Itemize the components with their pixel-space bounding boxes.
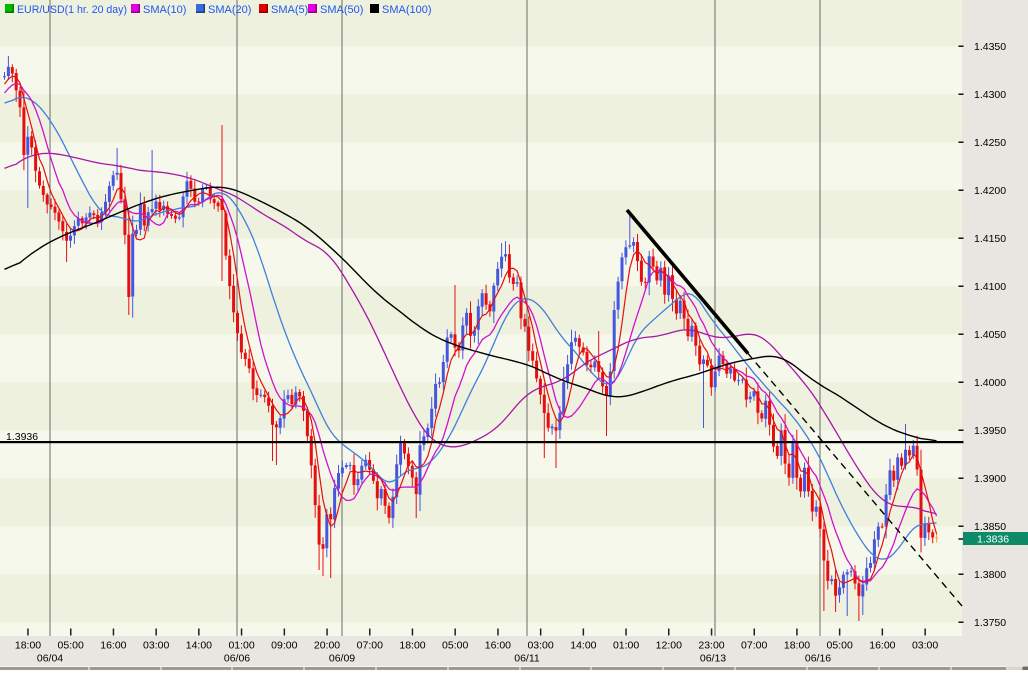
svg-text:1.4200: 1.4200 bbox=[974, 185, 1006, 197]
svg-text:1.3850: 1.3850 bbox=[974, 521, 1006, 533]
svg-text:1.4350: 1.4350 bbox=[974, 41, 1006, 53]
svg-text:07:00: 07:00 bbox=[357, 640, 383, 652]
svg-text:1.3836: 1.3836 bbox=[977, 534, 1009, 546]
svg-text:06/11: 06/11 bbox=[514, 653, 540, 665]
svg-text:05:00: 05:00 bbox=[442, 640, 468, 652]
svg-text:SMA(100): SMA(100) bbox=[382, 4, 432, 16]
svg-text:06/09: 06/09 bbox=[329, 653, 355, 665]
svg-text:03:00: 03:00 bbox=[912, 640, 938, 652]
svg-text:1.3900: 1.3900 bbox=[974, 473, 1006, 485]
svg-text:SMA(50): SMA(50) bbox=[320, 4, 363, 16]
svg-text:06/13: 06/13 bbox=[700, 653, 726, 665]
svg-text:EUR/USD(1 hr. 20 day): EUR/USD(1 hr. 20 day) bbox=[17, 4, 127, 16]
svg-text:01:00: 01:00 bbox=[228, 640, 254, 652]
svg-text:14:00: 14:00 bbox=[570, 640, 596, 652]
svg-text:1.3936: 1.3936 bbox=[6, 431, 38, 443]
svg-text:1.3950: 1.3950 bbox=[974, 425, 1006, 437]
svg-text:1.4300: 1.4300 bbox=[974, 89, 1006, 101]
svg-text:23:00: 23:00 bbox=[698, 640, 724, 652]
svg-text:1.4150: 1.4150 bbox=[974, 233, 1006, 245]
svg-text:06/16: 06/16 bbox=[805, 653, 831, 665]
svg-text:06/04: 06/04 bbox=[37, 653, 63, 665]
svg-text:1.4000: 1.4000 bbox=[974, 377, 1006, 389]
svg-text:01:00: 01:00 bbox=[613, 640, 639, 652]
svg-text:14:00: 14:00 bbox=[186, 640, 212, 652]
svg-text:03:00: 03:00 bbox=[143, 640, 169, 652]
svg-text:06/06: 06/06 bbox=[224, 653, 250, 665]
svg-text:1.4050: 1.4050 bbox=[974, 329, 1006, 341]
svg-text:16:00: 16:00 bbox=[100, 640, 126, 652]
svg-text:1.3800: 1.3800 bbox=[974, 569, 1006, 581]
svg-text:18:00: 18:00 bbox=[784, 640, 810, 652]
svg-text:18:00: 18:00 bbox=[15, 640, 41, 652]
svg-text:12:00: 12:00 bbox=[656, 640, 682, 652]
svg-text:1.4100: 1.4100 bbox=[974, 281, 1006, 293]
svg-text:05:00: 05:00 bbox=[58, 640, 84, 652]
svg-text:SMA(5): SMA(5) bbox=[271, 4, 308, 16]
svg-text:SMA(20): SMA(20) bbox=[208, 4, 251, 16]
svg-text:1.4250: 1.4250 bbox=[974, 137, 1006, 149]
svg-text:20:00: 20:00 bbox=[314, 640, 340, 652]
svg-text:03:00: 03:00 bbox=[527, 640, 553, 652]
svg-text:05:00: 05:00 bbox=[827, 640, 853, 652]
svg-text:09:00: 09:00 bbox=[271, 640, 297, 652]
svg-text:07:00: 07:00 bbox=[741, 640, 767, 652]
svg-text:SMA(10): SMA(10) bbox=[143, 4, 186, 16]
svg-text:18:00: 18:00 bbox=[399, 640, 425, 652]
svg-text:16:00: 16:00 bbox=[869, 640, 895, 652]
svg-text:1.3750: 1.3750 bbox=[974, 617, 1006, 629]
svg-text:16:00: 16:00 bbox=[485, 640, 511, 652]
